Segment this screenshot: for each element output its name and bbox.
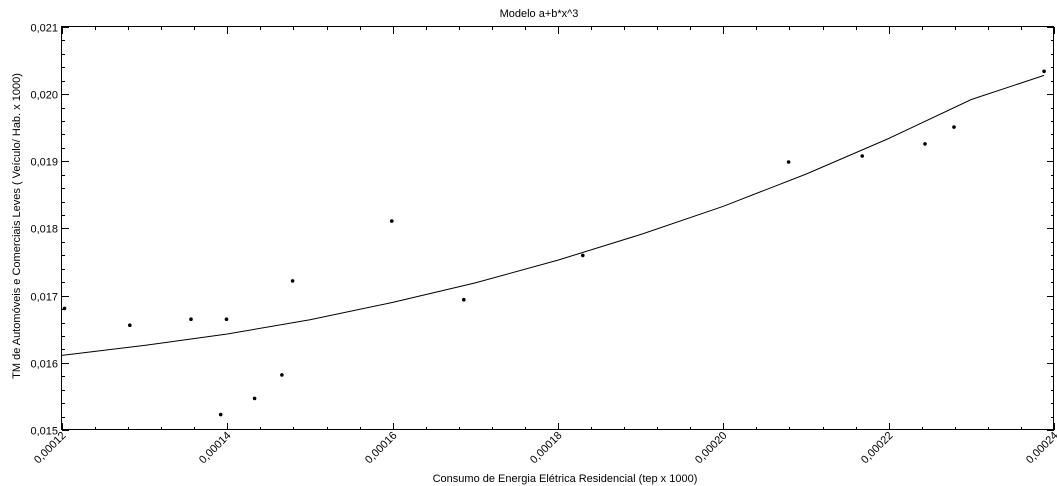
data-point: [280, 373, 284, 377]
data-point: [62, 306, 67, 311]
data-point: [290, 279, 295, 283]
x-tick-label: 0,00016: [363, 430, 400, 467]
data-point: [923, 142, 927, 146]
plot-frame: [61, 26, 1054, 430]
y-tick-label: 0,021: [30, 23, 58, 35]
y-tick-label: 0,016: [30, 359, 58, 371]
axis-ticks: [62, 27, 1055, 431]
data-point: [860, 154, 864, 158]
data-point: [252, 396, 257, 401]
x-axis-label: Consumo de Energia Elétrica Residencial …: [433, 473, 698, 485]
y-axis-label: TM de Automóveis e Comerciais Leves ( Ve…: [11, 73, 23, 379]
x-tick-label: 0,00018: [528, 430, 565, 467]
data-point: [189, 317, 193, 322]
data-points: [62, 69, 1046, 417]
data-point: [786, 160, 791, 164]
tick-labels: 0,015 0,016 0,017 0,018 0,019 0,020 0,021 0,000…: [30, 23, 1057, 467]
x-tick-label: 0,00020: [693, 430, 730, 467]
data-point: [218, 412, 223, 417]
y-tick-label: 0,018: [30, 224, 58, 236]
data-point: [952, 125, 956, 129]
data-point: [128, 323, 132, 328]
data-point: [1042, 69, 1046, 74]
data-point: [462, 297, 466, 302]
y-tick-label: 0,019: [30, 157, 58, 169]
y-tick-label: 0,017: [30, 292, 58, 304]
y-tick-label: 0,015: [30, 426, 58, 438]
x-tick-label: 0,00024: [1024, 430, 1057, 467]
x-tick-label: 0,00014: [197, 430, 234, 467]
y-tick-label: 0,020: [30, 90, 58, 102]
chart-title: Modelo a+b*x^3: [500, 8, 579, 20]
data-point: [581, 253, 585, 258]
fit-curve: [61, 74, 1045, 356]
data-point: [390, 219, 394, 223]
x-tick-label: 0,00022: [859, 430, 896, 467]
data-point: [224, 317, 229, 322]
